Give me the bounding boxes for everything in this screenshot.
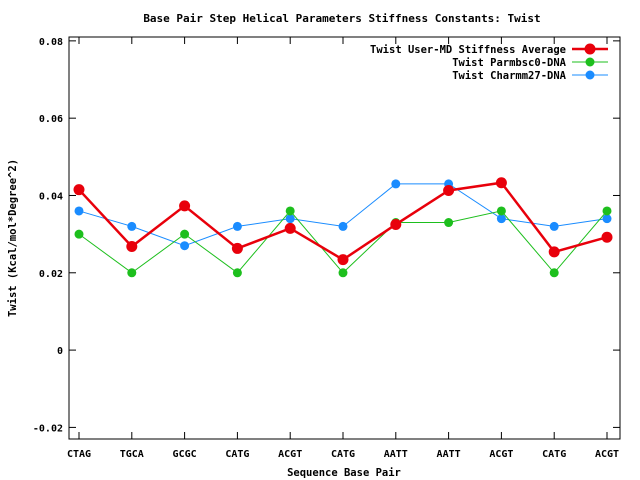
legend-label: Twist User-MD Stiffness Average — [370, 44, 566, 56]
data-point — [180, 241, 190, 251]
data-point — [338, 268, 348, 278]
data-point — [549, 221, 559, 231]
y-axis: -0.02 0 0.02 0.04 0.06 0.08 — [33, 37, 620, 434]
data-point — [284, 222, 296, 234]
data-point — [549, 268, 559, 278]
data-point — [601, 231, 613, 243]
data-point — [496, 206, 506, 216]
y-tick-label: -0.02 — [33, 423, 63, 434]
data-point — [285, 206, 295, 216]
x-tick-label: GCGC — [173, 449, 197, 460]
x-tick-label: CATG — [225, 449, 249, 460]
data-point — [337, 254, 349, 266]
x-tick-label: ACGT — [489, 449, 513, 460]
data-point — [444, 218, 454, 228]
y-tick-label: 0.02 — [39, 269, 63, 280]
series-line — [78, 183, 608, 247]
data-point — [126, 241, 138, 253]
data-point — [338, 221, 348, 231]
series-2 — [74, 179, 612, 251]
legend-label: Twist Charmm27-DNA — [452, 70, 566, 82]
data-point — [496, 214, 506, 224]
x-axis: CTAG TGCA GCGC CATG ACGT CATG AATT AATT ACGT CATG… — [67, 37, 619, 460]
data-point — [127, 268, 137, 278]
series-1 — [74, 206, 612, 278]
legend-marker — [585, 57, 595, 67]
x-axis-label: Sequence Base Pair — [287, 467, 401, 479]
chart-title: Base Pair Step Helical Parameters Stiffn… — [143, 12, 540, 25]
x-tick-label: AATT — [437, 449, 461, 460]
y-tick-label: 0.04 — [39, 191, 63, 202]
data-point — [127, 221, 137, 231]
data-point — [232, 268, 242, 278]
x-tick-label: ACGT — [595, 449, 619, 460]
plot-frame — [68, 36, 621, 440]
data-point — [74, 229, 84, 239]
y-tick-label: 0.08 — [39, 37, 63, 48]
x-tick-label: ACGT — [278, 449, 302, 460]
data-point — [602, 206, 612, 216]
data-point — [548, 246, 560, 258]
data-point — [179, 200, 191, 212]
y-tick-label: 0 — [57, 346, 63, 357]
data-point — [495, 177, 507, 189]
series-layer — [73, 177, 613, 278]
legend-marker — [584, 43, 596, 55]
legend-marker — [585, 70, 595, 80]
x-tick-label: TGCA — [120, 449, 144, 460]
data-point — [285, 214, 295, 224]
data-point — [602, 214, 612, 224]
data-point — [443, 184, 455, 196]
y-tick-label: 0.06 — [39, 114, 63, 125]
series-line — [78, 181, 608, 262]
legend-label: Twist Parmbsc0-DNA — [452, 57, 566, 69]
x-tick-label: CATG — [542, 449, 566, 460]
data-point — [390, 218, 402, 230]
data-point — [391, 179, 401, 189]
x-tick-label: AATT — [384, 449, 408, 460]
y-axis-label: Twist (Kcal/mol*Degree^2) — [7, 159, 19, 317]
series-0 — [73, 177, 613, 266]
data-point — [180, 229, 190, 239]
x-tick-label: CTAG — [67, 449, 91, 460]
data-point — [73, 184, 85, 196]
data-point — [232, 221, 242, 231]
data-point — [74, 206, 84, 216]
x-tick-label: CATG — [331, 449, 355, 460]
data-point — [231, 242, 243, 254]
